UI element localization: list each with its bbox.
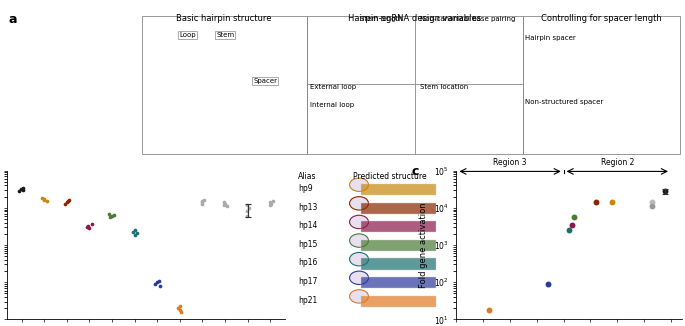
Point [175, 309, 186, 315]
Text: Non-structured spacer: Non-structured spacer [525, 99, 603, 105]
FancyBboxPatch shape [361, 184, 436, 195]
Point [16, 186, 27, 192]
Point [62, 199, 73, 204]
Point [173, 306, 184, 311]
Point [61, 200, 72, 205]
Point [38, 197, 49, 202]
Ellipse shape [349, 197, 369, 210]
Text: Alias: Alias [298, 172, 316, 181]
Text: a: a [8, 13, 16, 26]
Point [219, 202, 229, 207]
Point [243, 205, 254, 210]
FancyBboxPatch shape [361, 296, 436, 307]
Point [153, 278, 164, 283]
Point [266, 201, 277, 206]
Point [18, 187, 29, 193]
Point [129, 228, 140, 233]
Point [154, 283, 165, 289]
Text: Spacer: Spacer [253, 78, 277, 84]
Text: Stem location: Stem location [421, 84, 469, 90]
Text: Basic hairpin structure: Basic hairpin structure [176, 14, 272, 23]
Point [196, 199, 207, 204]
Point [14, 188, 25, 194]
Text: hp16: hp16 [298, 259, 317, 267]
FancyBboxPatch shape [361, 277, 436, 288]
Point [564, 228, 575, 233]
Point [39, 198, 50, 203]
Ellipse shape [349, 252, 369, 266]
Point [241, 209, 252, 214]
Text: c: c [412, 165, 419, 178]
Point [199, 197, 210, 202]
Point [132, 230, 142, 236]
Point [197, 200, 208, 205]
Y-axis label: Fold gene activation: Fold gene activation [419, 202, 428, 288]
FancyBboxPatch shape [361, 202, 436, 214]
Point [60, 201, 71, 206]
FancyBboxPatch shape [361, 240, 436, 251]
Point [264, 202, 275, 207]
Point [647, 203, 658, 208]
Point [152, 280, 163, 285]
Point [129, 232, 140, 237]
Point [103, 211, 114, 216]
Point [63, 198, 74, 203]
Text: Internal loop: Internal loop [310, 102, 354, 108]
Text: hp15: hp15 [298, 240, 317, 249]
Text: Region 2: Region 2 [601, 158, 634, 167]
Point [267, 199, 278, 204]
Text: hp17: hp17 [298, 277, 317, 286]
Point [264, 200, 275, 205]
Ellipse shape [349, 178, 369, 191]
Point [174, 304, 185, 309]
Point [174, 307, 185, 313]
Text: External loop: External loop [310, 84, 356, 90]
Point [86, 222, 97, 227]
Text: Hairpin-sgRNA design variables: Hairpin-sgRNA design variables [349, 14, 482, 23]
Text: Loop: Loop [179, 32, 195, 38]
Point [42, 199, 53, 204]
Point [149, 281, 160, 287]
FancyBboxPatch shape [361, 259, 436, 270]
Text: Controlling for spacer length: Controlling for spacer length [541, 14, 662, 23]
Point [647, 200, 658, 205]
Point [83, 226, 94, 231]
Text: Stem length: Stem length [360, 16, 403, 22]
Point [566, 222, 577, 228]
Text: Predicted structure: Predicted structure [353, 172, 427, 181]
Point [83, 223, 94, 228]
Text: Non-canonical base pairing: Non-canonical base pairing [421, 16, 516, 22]
Text: hp21: hp21 [298, 296, 317, 304]
Ellipse shape [349, 290, 369, 303]
FancyBboxPatch shape [361, 221, 436, 232]
Point [242, 214, 253, 219]
Point [109, 212, 120, 217]
Point [606, 199, 617, 204]
Point [105, 215, 116, 220]
Point [221, 204, 232, 209]
Point [219, 200, 229, 205]
Point [542, 281, 553, 287]
Point [590, 200, 601, 205]
Point [569, 214, 580, 219]
Point [660, 188, 671, 194]
Text: hp9: hp9 [298, 184, 312, 193]
Point [36, 196, 47, 201]
Text: hp14: hp14 [298, 221, 317, 230]
Text: hp13: hp13 [298, 202, 317, 212]
Point [220, 201, 231, 206]
Point [82, 225, 92, 230]
Point [196, 201, 207, 206]
Point [106, 214, 117, 219]
Text: Stem: Stem [216, 32, 234, 38]
Point [241, 202, 252, 207]
Point [483, 307, 494, 313]
Ellipse shape [349, 215, 369, 229]
Ellipse shape [349, 234, 369, 247]
Text: Hairpin spacer: Hairpin spacer [525, 35, 576, 41]
Text: Region 3: Region 3 [493, 158, 527, 167]
Point [17, 185, 28, 190]
Point [127, 229, 138, 234]
Ellipse shape [349, 271, 369, 285]
